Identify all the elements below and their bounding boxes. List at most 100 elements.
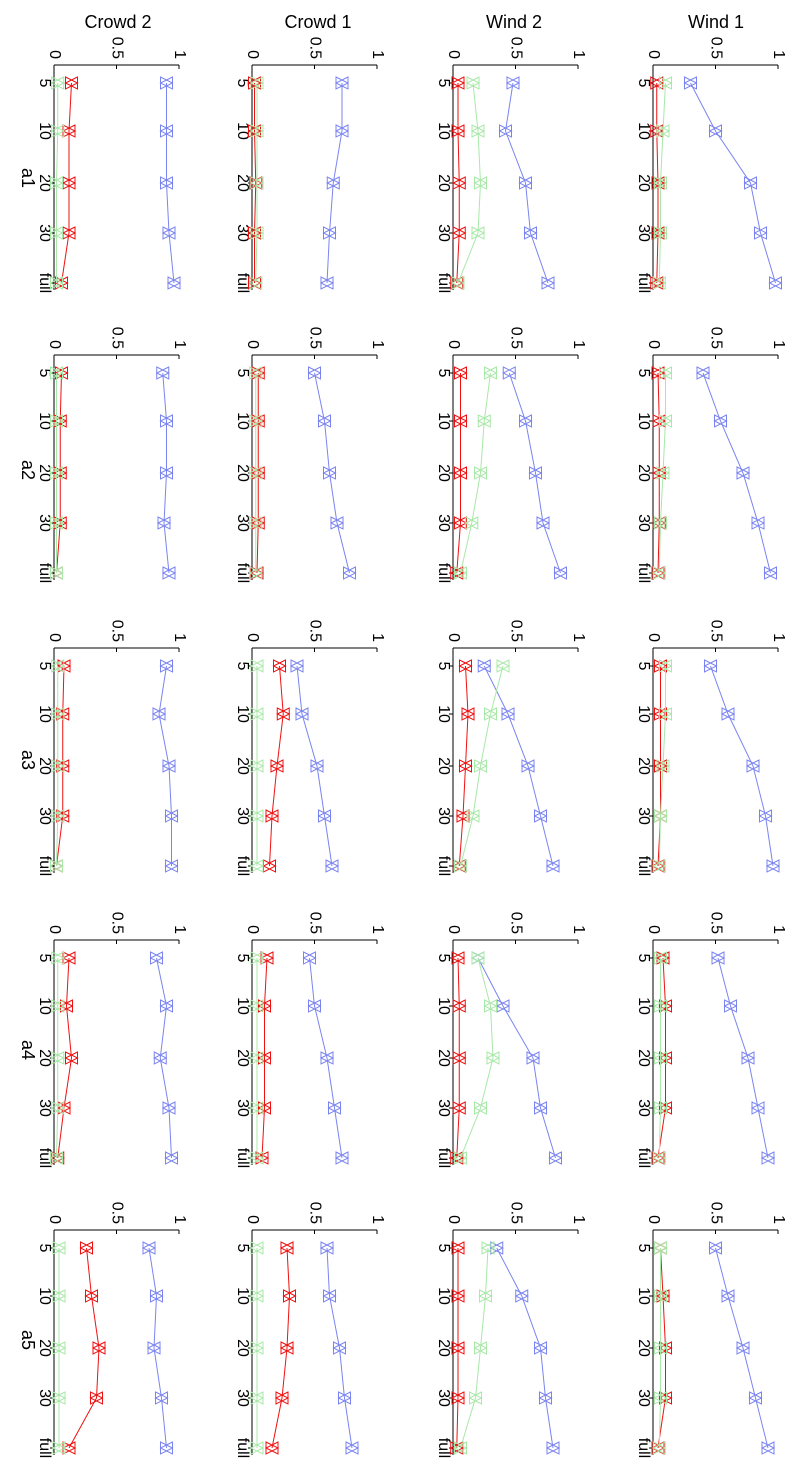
value-tick-label: 0.5 <box>708 37 725 59</box>
data-point-red <box>279 1241 294 1255</box>
value-tick-label: 1 <box>770 1215 787 1224</box>
data-point-blue <box>533 1341 547 1355</box>
data-point-blue <box>159 999 173 1013</box>
category-tick-label: 30 <box>435 224 452 242</box>
category-tick-label: 5 <box>435 954 452 963</box>
value-tick-label: 1 <box>770 633 787 642</box>
data-point-green <box>652 859 666 873</box>
data-point-red <box>649 276 664 290</box>
data-point-green <box>453 1441 467 1455</box>
data-point-blue <box>319 1051 334 1065</box>
data-point-blue <box>708 124 722 138</box>
category-tick-label: 10 <box>635 122 652 140</box>
data-point-blue <box>720 1289 735 1303</box>
category-tick-label: 10 <box>36 412 53 430</box>
category-tick-label: 5 <box>435 79 452 88</box>
value-tick-label: 0.5 <box>109 327 126 349</box>
data-point-blue <box>533 1101 547 1115</box>
data-point-blue <box>307 366 321 380</box>
value-tick-label: 0.5 <box>307 1202 324 1224</box>
data-point-blue <box>720 707 735 721</box>
data-point-green <box>49 1151 63 1165</box>
data-point-green <box>655 466 670 480</box>
data-point-red <box>450 1241 465 1255</box>
data-point-green <box>653 1101 667 1115</box>
value-tick-label: 0 <box>645 633 662 642</box>
value-tick-label: 0 <box>445 1215 462 1224</box>
category-tick-label: 30 <box>234 514 251 532</box>
data-point-green <box>652 276 666 290</box>
category-tick-label: 5 <box>635 662 652 671</box>
series-line-red <box>68 1247 100 1449</box>
data-point-green <box>473 466 487 480</box>
data-point-red <box>450 1289 465 1303</box>
data-point-green <box>477 414 491 428</box>
data-point-green <box>652 1151 666 1165</box>
data-point-blue <box>710 951 725 965</box>
data-point-red <box>658 999 672 1013</box>
series-line-green <box>460 372 491 574</box>
series-line-blue <box>504 82 549 284</box>
category-tick-label: 20 <box>635 464 652 482</box>
data-point-green <box>483 366 497 380</box>
series-line-green <box>255 83 258 284</box>
category-tick-label: 10 <box>635 1287 652 1305</box>
data-point-blue <box>502 366 516 380</box>
data-point-red <box>61 951 76 965</box>
series-line-green <box>460 957 494 1159</box>
category-tick-label: 30 <box>635 1099 652 1117</box>
data-point-blue <box>154 1391 168 1405</box>
category-tick-label: 20 <box>435 1049 452 1067</box>
data-point-blue <box>743 176 757 190</box>
data-point-red <box>55 809 70 823</box>
series-line-red <box>56 372 62 574</box>
data-point-green <box>653 1051 667 1065</box>
data-point-blue <box>151 707 166 721</box>
value-tick-label: 0 <box>244 633 261 642</box>
data-point-blue <box>319 276 334 290</box>
data-point-red <box>55 707 70 721</box>
category-tick-label: 10 <box>234 412 251 430</box>
data-point-blue <box>149 1289 163 1303</box>
data-point-blue <box>322 466 336 480</box>
category-tick-label: full <box>635 273 652 293</box>
data-point-red <box>247 124 261 138</box>
data-point-blue <box>760 1151 775 1165</box>
category-tick-label: 10 <box>435 997 452 1015</box>
data-point-red <box>452 999 466 1013</box>
data-point-red <box>269 759 284 773</box>
value-tick-label: 0 <box>244 1215 261 1224</box>
data-point-blue <box>533 809 547 823</box>
category-tick-label: 5 <box>234 369 251 378</box>
data-point-blue <box>164 809 178 823</box>
data-point-blue <box>765 859 780 873</box>
column-labels: Crowd 2 Crowd 1 Wind 2 Wind 1 <box>84 12 744 32</box>
row-labels: a1 a2 a3 a4 a5 <box>18 168 38 1350</box>
category-tick-label: 20 <box>435 464 452 482</box>
data-point-blue <box>161 759 176 773</box>
series-line-red <box>61 82 72 284</box>
category-tick-label: 20 <box>435 1339 452 1357</box>
category-tick-label: 5 <box>234 1244 251 1253</box>
data-point-green <box>249 999 264 1013</box>
data-point-red <box>251 366 265 380</box>
data-point-blue <box>322 1289 336 1303</box>
data-point-red <box>272 659 286 673</box>
data-point-green <box>248 466 263 480</box>
data-point-blue <box>302 951 316 965</box>
data-point-red <box>53 516 67 530</box>
category-tick-label: 20 <box>36 464 53 482</box>
data-point-green <box>50 809 65 823</box>
category-tick-label: 10 <box>635 997 652 1015</box>
data-point-blue <box>161 226 176 240</box>
series-line-blue <box>296 665 333 867</box>
category-tick-label: full <box>234 1438 251 1458</box>
data-point-green <box>473 1101 487 1115</box>
category-tick-label: 10 <box>36 1287 53 1305</box>
category-tick-label: 20 <box>36 1049 53 1067</box>
category-tick-label: 10 <box>234 122 251 140</box>
value-tick-label: 1 <box>369 633 386 642</box>
category-tick-label: 30 <box>635 1389 652 1407</box>
column-label: Wind 1 <box>688 12 744 32</box>
panels: 0 0.5 1 5 10 20 30 full 0 0.5 1 5 10 20 30 full 0 0.5 1 5 10… <box>36 37 787 1458</box>
